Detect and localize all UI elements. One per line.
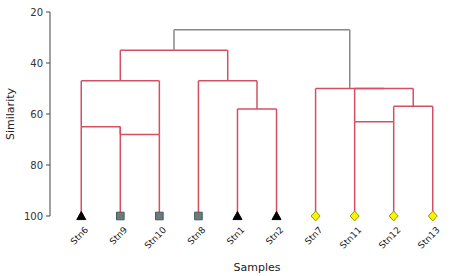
y-tick-label: 20 xyxy=(30,7,43,18)
merge-link xyxy=(81,126,120,128)
branch xyxy=(80,127,82,216)
branch xyxy=(432,106,434,216)
y-tick xyxy=(46,12,50,13)
tree xyxy=(81,30,433,216)
y-axis: 20 40 60 80 100 xyxy=(24,7,50,222)
sample-label: Stn12 xyxy=(377,225,403,251)
branch xyxy=(237,109,239,216)
leaf-marker xyxy=(389,211,398,221)
y-tick-label: 100 xyxy=(24,211,43,222)
branch xyxy=(354,89,356,122)
leaf-marker xyxy=(350,211,359,221)
branch xyxy=(276,109,278,216)
sample-label: Stn13 xyxy=(416,225,442,251)
merge-link xyxy=(355,121,394,123)
sample-label: Stn8 xyxy=(186,225,208,247)
leaf-marker xyxy=(195,212,203,220)
leaf-marker xyxy=(116,212,124,220)
leaf-marker xyxy=(428,211,437,221)
sample-label: Stn7 xyxy=(303,225,325,247)
y-tick-label: 80 xyxy=(30,160,43,171)
y-axis-label: Similarity xyxy=(4,88,17,140)
branch xyxy=(349,30,351,89)
chart: 20 40 60 80 100 Similarity Samples Stn6 Stn9 Stn1… xyxy=(0,0,474,276)
branch xyxy=(412,89,414,107)
branch xyxy=(354,122,356,216)
branch xyxy=(227,50,229,81)
merge-link xyxy=(120,134,159,136)
y-tick xyxy=(46,63,50,64)
sample-label: Stn9 xyxy=(108,225,130,247)
sample-label: Stn6 xyxy=(69,225,91,247)
leaf-marker xyxy=(311,211,320,221)
merge-link xyxy=(174,29,350,31)
branch xyxy=(120,50,122,81)
x-axis-label: Samples xyxy=(234,261,281,274)
leaf-marker xyxy=(77,212,86,220)
branch xyxy=(315,89,317,217)
y-tick xyxy=(46,114,50,115)
sample-label: Stn1 xyxy=(225,225,247,247)
branch xyxy=(159,134,161,216)
branch xyxy=(256,81,258,109)
sample-label: Stn11 xyxy=(338,225,364,251)
leaf-marker xyxy=(233,212,242,220)
y-tick-label: 40 xyxy=(30,58,43,69)
y-tick xyxy=(46,216,50,217)
leaf-marker xyxy=(156,212,164,220)
leaf-marker xyxy=(272,212,281,220)
branch xyxy=(120,127,122,216)
y-tick-label: 60 xyxy=(30,109,43,120)
branch xyxy=(393,106,395,121)
branch xyxy=(173,30,175,50)
branch xyxy=(198,81,200,216)
y-tick xyxy=(46,165,50,166)
sample-label: Stn2 xyxy=(264,225,286,247)
sample-label: Stn10 xyxy=(143,225,169,251)
branch xyxy=(120,127,122,135)
branch xyxy=(393,122,395,216)
leaves: Stn6 Stn9 Stn10 Stn8 Stn1 Stn2 Stn7 Stn11 Stn12 S… xyxy=(69,211,442,251)
branch xyxy=(80,81,82,127)
branch xyxy=(159,81,161,135)
